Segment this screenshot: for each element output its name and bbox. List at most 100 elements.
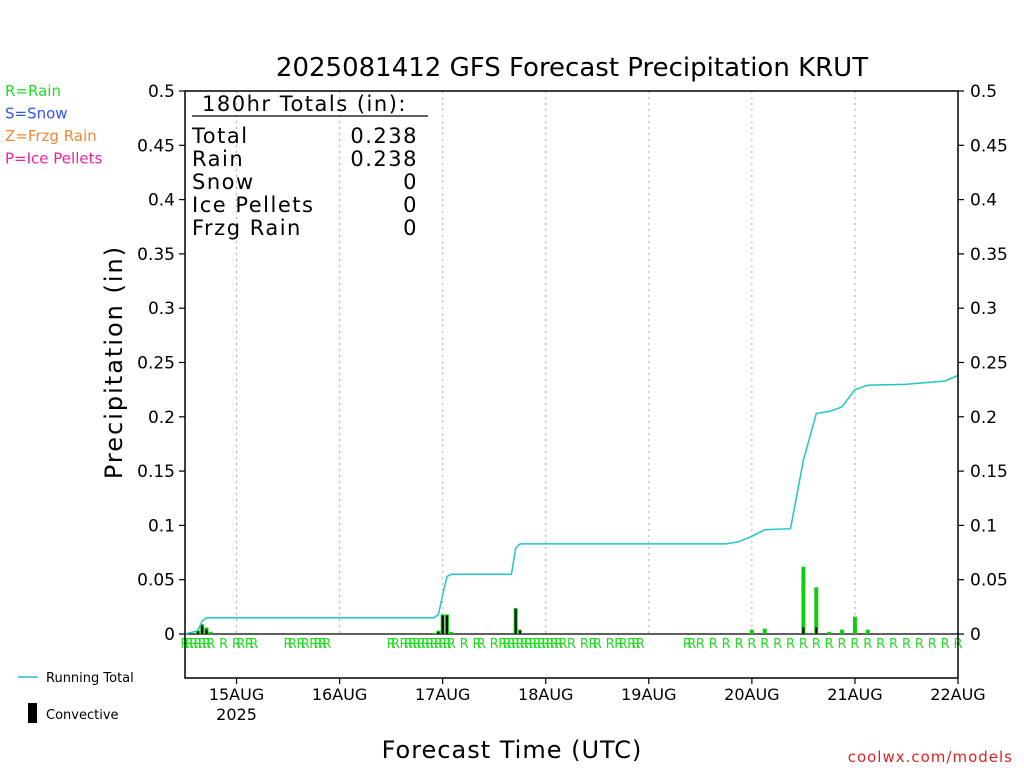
y-tick-label-right: 0 xyxy=(970,625,981,645)
convective-bar xyxy=(205,629,208,634)
rain-marker: R xyxy=(318,637,327,652)
rain-marker: R xyxy=(511,637,520,652)
precip-bar xyxy=(865,629,870,634)
rain-marker: R xyxy=(421,637,430,652)
totals-row-label: Rain xyxy=(192,147,244,171)
totals-box: 180hr Totals (in): Total 0.238 Rain 0.238 Sn… xyxy=(191,92,428,240)
rain-marker: R xyxy=(889,637,898,652)
rain-marker: R xyxy=(850,637,859,652)
totals-row-value: 0 xyxy=(403,193,418,217)
y-tick-label-right: 0.2 xyxy=(970,408,997,428)
rain-marker: R xyxy=(627,637,636,652)
rain-marker: R xyxy=(430,637,439,652)
rain-marker: R xyxy=(477,637,486,652)
rain-marker: R xyxy=(193,637,202,652)
x-axis-label: Forecast Time (UTC) xyxy=(382,736,643,764)
convective-bars xyxy=(196,609,818,634)
chart-title: 2025081412 GFS Forecast Precipitation KR… xyxy=(276,53,868,83)
rain-marker: R xyxy=(558,637,567,652)
y-tick-label-left: 0.2 xyxy=(148,408,175,428)
totals-row-label: Frzg Rain xyxy=(192,216,302,240)
rain-marker: R xyxy=(619,637,628,652)
rain-marker: R xyxy=(198,637,207,652)
rain-marker: R xyxy=(288,637,297,652)
rain-marker: R xyxy=(734,637,743,652)
rain-marker: R xyxy=(391,637,400,652)
rain-marker: R xyxy=(438,637,447,652)
rain-marker: R xyxy=(722,637,731,652)
y-tick-label-right: 0.3 xyxy=(970,299,997,319)
running-total-line xyxy=(184,374,959,635)
x-tick-label: 21AUG xyxy=(827,685,882,704)
y-tick-label-left: 0.45 xyxy=(137,136,175,156)
y-axis-right: 0 0.05 0.1 0.15 0.2 0.25 0.3 0.35 0.4 0.45 0.5 xyxy=(958,82,1008,645)
series-legend: Running Total Convective xyxy=(18,671,134,723)
x-tick-label: 15AUG xyxy=(209,685,264,704)
rain-marker: R xyxy=(387,637,396,652)
precip-bar xyxy=(762,628,767,634)
rain-marker: R xyxy=(709,637,718,652)
convective-legend-label: Convective xyxy=(46,708,119,723)
rain-marker: R xyxy=(636,637,645,652)
precip-bar xyxy=(827,631,832,634)
rain-marker: R xyxy=(490,637,499,652)
rain-marker: R xyxy=(322,637,331,652)
y-tick-label-left: 0.35 xyxy=(137,245,175,265)
rain-marker: R xyxy=(202,637,211,652)
rain-marker: R xyxy=(533,637,542,652)
credit-link[interactable]: coolwx.com/models xyxy=(848,748,1013,766)
rain-marker: R xyxy=(232,637,241,652)
x-tick-sublabel: 2025 xyxy=(216,705,257,724)
x-tick-label: 18AUG xyxy=(518,685,573,704)
rain-marker: R xyxy=(447,637,456,652)
totals-row-label: Ice Pellets xyxy=(192,193,314,217)
precip-bar xyxy=(814,587,819,634)
rain-marker: R xyxy=(915,637,924,652)
convective-legend-swatch xyxy=(28,703,37,723)
y-tick-label-left: 0.5 xyxy=(148,82,175,102)
rain-marker: R xyxy=(606,637,615,652)
rain-marker: R xyxy=(812,637,821,652)
totals-row-label: Total xyxy=(191,124,249,148)
y-tick-label-left: 0.25 xyxy=(137,354,175,374)
convective-bar xyxy=(815,627,818,634)
convective-bar xyxy=(441,615,444,634)
rain-marker: R xyxy=(314,637,323,652)
rain-marker: R xyxy=(417,637,426,652)
rain-marker: R xyxy=(460,637,469,652)
rain-marker: R xyxy=(249,637,258,652)
rain-marker: R xyxy=(687,637,696,652)
precip-bar xyxy=(852,616,857,634)
totals-heading: 180hr Totals (in): xyxy=(202,92,407,116)
running-total-legend-label: Running Total xyxy=(46,671,134,686)
rain-marker: R xyxy=(498,637,507,652)
convective-bar xyxy=(514,609,517,634)
convective-bar xyxy=(518,630,521,634)
rain-marker: R xyxy=(760,637,769,652)
rain-marker: R xyxy=(773,637,782,652)
rain-marker: R xyxy=(631,637,640,652)
totals-row-value: 0 xyxy=(403,170,418,194)
y-tick-label-left: 0.4 xyxy=(148,191,175,211)
rain-marker: R xyxy=(528,637,537,652)
rain-marker: R xyxy=(902,637,911,652)
precip-bar xyxy=(749,629,754,634)
rain-marker: R xyxy=(567,637,576,652)
rain-marker: R xyxy=(941,637,950,652)
rain-marker: R xyxy=(219,637,228,652)
rain-marker: R xyxy=(472,637,481,652)
rain-marker: R xyxy=(296,637,305,652)
rain-marker: R xyxy=(786,637,795,652)
x-tick-label: 17AUG xyxy=(415,685,470,704)
rain-marker: R xyxy=(309,637,318,652)
rain-marker: R xyxy=(799,637,808,652)
rain-marker: R xyxy=(696,637,705,652)
precip-bar xyxy=(449,631,454,634)
x-tick-label: 16AUG xyxy=(312,685,367,704)
y-tick-label-right: 0.25 xyxy=(970,354,1008,374)
convective-bar xyxy=(437,631,440,634)
grid-lines xyxy=(236,91,856,634)
rain-marker: R xyxy=(876,637,885,652)
